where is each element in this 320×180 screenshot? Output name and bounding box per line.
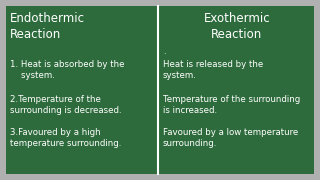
FancyBboxPatch shape (6, 6, 314, 174)
Text: Favoured by a low temperature
surrounding.: Favoured by a low temperature surroundin… (163, 128, 298, 148)
Text: Temperature of the surrounding
is increased.: Temperature of the surrounding is increa… (163, 95, 300, 115)
Text: 3.Favoured by a high
temperature surrounding.: 3.Favoured by a high temperature surroun… (10, 128, 121, 148)
Text: Endothermic
Reaction: Endothermic Reaction (10, 12, 85, 40)
Text: .: . (163, 47, 166, 56)
Text: Heat is released by the
system.: Heat is released by the system. (163, 60, 263, 80)
Text: Exothermic
Reaction: Exothermic Reaction (204, 12, 270, 40)
FancyBboxPatch shape (2, 2, 318, 178)
Text: 2.Temperature of the
surrounding is decreased.: 2.Temperature of the surrounding is decr… (10, 95, 122, 115)
Text: 1. Heat is absorbed by the
    system.: 1. Heat is absorbed by the system. (10, 60, 124, 80)
